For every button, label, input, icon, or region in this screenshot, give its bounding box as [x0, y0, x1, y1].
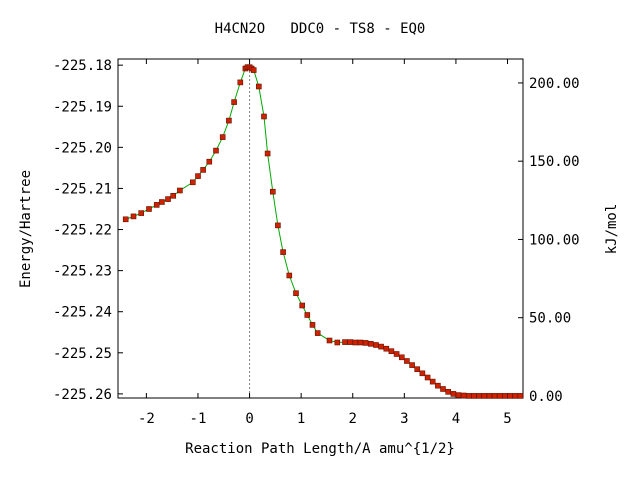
data-point [440, 386, 446, 392]
data-point [476, 393, 482, 399]
y-tick-label: -225.18 [53, 58, 112, 74]
data-point [352, 339, 359, 346]
data-point [206, 158, 213, 165]
y-tick-label: -225.23 [53, 264, 112, 280]
data-point [455, 392, 462, 398]
chart-title: H4CN2O DDC0 - TS8 - EQ0 [215, 21, 426, 37]
data-point [122, 216, 129, 223]
y-tick-label: -225.25 [53, 346, 112, 362]
data-point [424, 374, 431, 381]
data-point [231, 99, 237, 105]
y-tick-label: -225.22 [53, 223, 112, 239]
y-tick-label: -225.21 [53, 181, 112, 197]
data-point [177, 187, 183, 194]
y2-tick-label: 150.00 [529, 154, 580, 170]
data-point [138, 210, 144, 216]
y2-tick-label: 100.00 [529, 232, 580, 248]
x-tick-label: -2 [138, 411, 155, 427]
energy-series-line [125, 66, 521, 397]
data-point [275, 222, 281, 229]
data-point [435, 382, 441, 389]
data-point [261, 113, 267, 120]
data-point [398, 354, 405, 361]
data-point [264, 150, 271, 157]
data-point [393, 351, 400, 357]
data-point [465, 393, 472, 399]
y-tick-label: -225.24 [53, 305, 112, 321]
data-point [502, 393, 508, 399]
data-point [159, 199, 165, 205]
data-point [512, 393, 519, 399]
data-point [219, 134, 226, 140]
data-point [200, 167, 206, 173]
data-point [165, 196, 171, 202]
x-tick-label: 5 [503, 411, 511, 427]
data-point [130, 213, 137, 220]
data-point [269, 188, 276, 195]
data-point [237, 79, 244, 86]
plot-area: -2 -1 0 1 2 3 4 5 -225.18 -225.19 -225.20 -225.21 -2… [53, 58, 580, 427]
data-point [491, 393, 498, 399]
data-point [293, 290, 299, 297]
data-point [326, 337, 333, 344]
data-point [496, 393, 503, 399]
plot-frame [117, 58, 524, 399]
y-tick-label: -225.26 [53, 387, 112, 403]
data-point [373, 342, 379, 348]
y-axis-label: Energy/Hartree [18, 170, 34, 288]
data-point [367, 340, 374, 347]
y-tick-label: -225.19 [53, 99, 112, 115]
data-point [414, 366, 421, 373]
data-point [190, 179, 196, 186]
data-point [404, 358, 410, 364]
y2-axis-label: kJ/mol [604, 204, 620, 255]
data-point [450, 391, 457, 397]
data-point [213, 147, 219, 154]
data-point [170, 193, 176, 199]
data-point [314, 330, 321, 336]
data-point [255, 83, 262, 90]
data-point [250, 67, 257, 73]
data-point [486, 393, 493, 399]
data-point [419, 370, 426, 377]
data-point [507, 393, 513, 399]
data-point [304, 312, 311, 318]
y2-tick-label: 0.00 [529, 389, 563, 405]
y2-tick-label: 200.00 [529, 76, 580, 92]
data-point [388, 348, 395, 355]
data-point [471, 393, 477, 399]
data-point [153, 202, 160, 208]
data-point [299, 302, 306, 309]
data-point [378, 343, 384, 350]
data-point [280, 249, 286, 255]
data-point [517, 393, 524, 399]
data-point [383, 345, 390, 352]
data-point [286, 272, 293, 279]
data-point [429, 378, 436, 385]
data-point [146, 206, 152, 212]
data-point [226, 117, 232, 124]
data-point [481, 393, 488, 399]
x-tick-label: 2 [349, 411, 357, 427]
data-point [362, 340, 369, 346]
data-point [347, 339, 354, 345]
data-point [409, 362, 415, 368]
x-tick-label: 1 [297, 411, 305, 427]
y-tick-label: -225.20 [53, 140, 112, 156]
data-point [195, 173, 201, 179]
x-tick-label: 4 [452, 411, 460, 427]
data-point [357, 339, 364, 346]
data-point [334, 339, 341, 346]
y2-tick-label: 50.00 [529, 311, 571, 327]
x-tick-label: 3 [400, 411, 408, 427]
data-point [460, 392, 467, 399]
data-point [309, 322, 316, 328]
x-tick-label: -1 [190, 411, 207, 427]
data-point [445, 388, 452, 395]
x-axis-label: Reaction Path Length/A amu^{1/2} [185, 441, 455, 457]
data-point [342, 339, 348, 345]
x-tick-label: 0 [245, 411, 253, 427]
